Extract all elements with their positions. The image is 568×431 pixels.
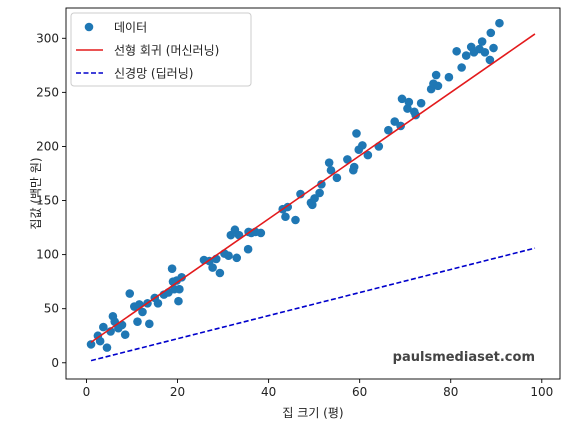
y-tick-label: 0	[51, 356, 59, 370]
data-point	[153, 298, 163, 308]
data-point	[358, 141, 367, 150]
data-point	[175, 284, 184, 294]
x-tick-label: 40	[261, 385, 276, 399]
data-point	[326, 165, 336, 175]
data-point	[411, 110, 420, 120]
data-point	[281, 212, 290, 222]
x-tick-label: 0	[83, 385, 91, 399]
data-point	[133, 317, 142, 326]
legend-label: 데이터	[114, 21, 147, 35]
y-axis-ticks: 0 50 100 150 200 250 300	[36, 31, 66, 370]
data-point	[433, 81, 443, 91]
legend-box	[70, 12, 252, 87]
data-point	[352, 129, 361, 138]
legend-label: 신경망 (딥러닝)	[114, 67, 193, 81]
series-line-path	[90, 247, 536, 362]
data-point	[224, 251, 233, 260]
data-point	[310, 194, 319, 203]
series-line	[90, 33, 536, 343]
data-point	[495, 18, 504, 28]
data-point	[125, 289, 135, 298]
data-point	[416, 98, 426, 108]
data-point	[390, 117, 400, 126]
data-point	[308, 200, 317, 210]
data-point	[208, 263, 217, 272]
data-point	[477, 37, 487, 46]
y-tick-label: 300	[36, 31, 59, 45]
data-point	[403, 104, 412, 113]
data-point	[215, 268, 225, 278]
y-tick-label: 50	[44, 302, 59, 316]
data-point	[174, 296, 183, 306]
x-axis-label: 집 크기 (평)	[282, 406, 343, 420]
data-point	[457, 63, 466, 72]
x-tick-label: 60	[352, 385, 367, 399]
series-line	[90, 247, 536, 362]
data-point	[291, 215, 300, 225]
legend-label: 선형 회귀 (머신러닝)	[114, 44, 219, 58]
data-point	[86, 340, 96, 349]
data-point	[332, 173, 342, 183]
data-point	[167, 264, 177, 273]
data-point	[177, 273, 186, 282]
plot-area	[65, 7, 561, 380]
data-point	[363, 150, 373, 160]
data-point	[324, 158, 334, 167]
x-tick-label: 20	[170, 385, 185, 399]
legend-marker	[84, 22, 94, 32]
data-point	[256, 228, 266, 238]
data-point	[95, 336, 105, 346]
y-tick-label: 250	[36, 85, 59, 99]
data-point	[431, 70, 441, 80]
data-point	[444, 72, 454, 82]
data-point	[404, 97, 414, 107]
data-point	[485, 55, 495, 65]
y-axis-label: 집값 (백만 원)	[29, 157, 43, 229]
series-line-path	[90, 33, 536, 343]
scatter-points	[86, 18, 504, 352]
data-point	[317, 180, 326, 189]
data-point	[397, 94, 407, 104]
data-point	[489, 43, 498, 53]
x-axis-ticks: 0 20 40 60 80 100	[83, 379, 553, 399]
data-point	[102, 343, 112, 352]
data-point	[120, 330, 130, 339]
data-point	[232, 253, 242, 263]
x-tick-label: 100	[530, 385, 553, 399]
data-point	[349, 162, 359, 172]
data-point	[138, 307, 147, 317]
data-point	[99, 322, 108, 332]
data-point	[480, 48, 490, 57]
y-tick-label: 100	[36, 248, 59, 262]
data-point	[243, 244, 253, 254]
data-point	[343, 155, 352, 164]
data-point	[461, 51, 471, 60]
data-point	[452, 46, 461, 56]
data-point	[145, 319, 154, 329]
data-point	[384, 125, 393, 135]
data-point	[374, 142, 384, 151]
x-tick-label: 80	[443, 385, 458, 399]
data-point	[315, 188, 324, 198]
plot-frame	[65, 7, 561, 380]
y-tick-label: 150	[36, 194, 59, 208]
data-point	[486, 28, 496, 38]
watermark-text: paulsmediaset.com	[393, 350, 535, 365]
y-tick-label: 200	[36, 139, 59, 153]
